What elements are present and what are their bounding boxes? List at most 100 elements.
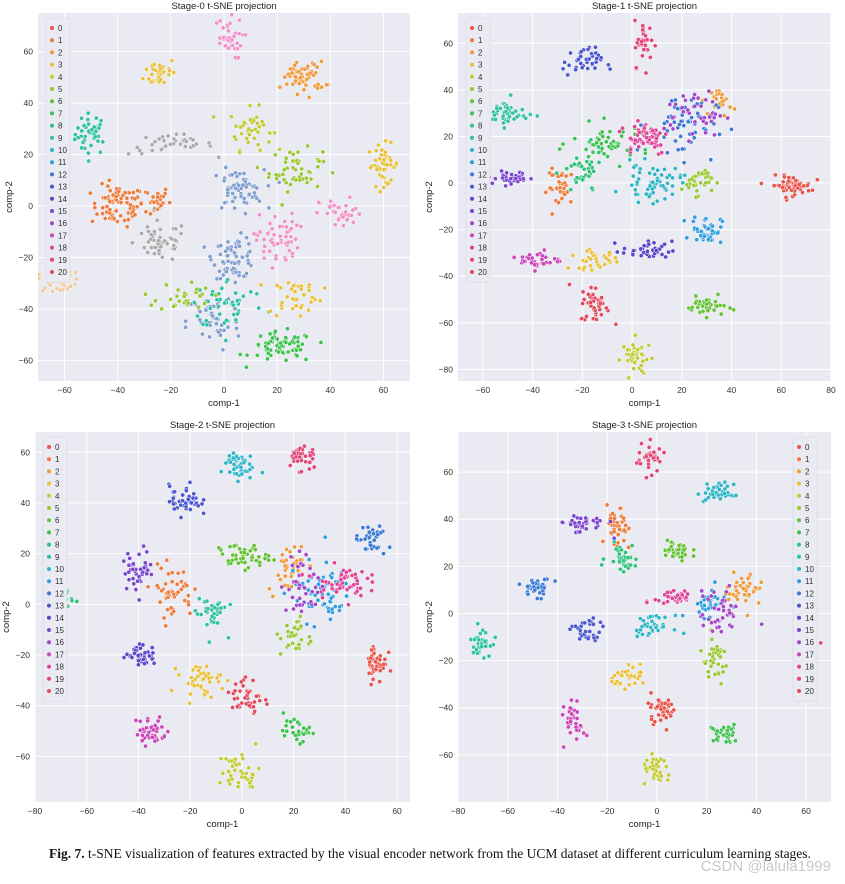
point-class-8 — [141, 245, 147, 250]
point-class-0 — [75, 135, 81, 141]
point-class-18 — [338, 577, 344, 582]
point-class-15 — [136, 597, 142, 603]
point-class-5 — [290, 165, 296, 171]
point-class-3 — [149, 72, 155, 77]
point-class-16 — [288, 554, 294, 560]
point-class-19 — [639, 39, 644, 44]
point-class-11 — [233, 186, 239, 191]
point-class-8 — [74, 599, 80, 604]
point-class-4 — [254, 121, 260, 126]
legend-box — [42, 436, 68, 702]
point-class-13 — [190, 495, 196, 501]
legend-label: 8 — [58, 122, 63, 131]
point-class-18 — [354, 578, 360, 584]
plot-background — [458, 13, 831, 381]
point-class-9 — [482, 639, 488, 644]
y-tick-label: −20 — [439, 225, 454, 235]
legend-marker — [797, 554, 801, 559]
point-class-2 — [298, 557, 303, 563]
point-class-12 — [214, 316, 220, 321]
point-class-5 — [714, 180, 720, 186]
point-class-15 — [284, 294, 290, 300]
point-class-1 — [604, 502, 610, 508]
legend-label: 3 — [55, 480, 60, 489]
point-class-14 — [196, 304, 201, 310]
point-class-18 — [644, 130, 650, 136]
point-class-1 — [175, 570, 181, 576]
legend-marker — [797, 628, 801, 632]
point-class-20 — [586, 291, 591, 297]
point-class-18 — [633, 137, 638, 143]
point-class-14 — [670, 248, 676, 254]
point-class-15 — [148, 562, 153, 567]
point-class-17 — [568, 719, 574, 724]
point-class-11 — [213, 173, 219, 178]
legend-label: 3 — [805, 480, 810, 489]
point-class-15 — [578, 516, 584, 521]
legend-label: 7 — [805, 528, 810, 537]
point-class-9 — [480, 627, 486, 633]
point-class-0 — [92, 134, 98, 140]
legend-label: 15 — [55, 626, 64, 635]
y-tick-label: 40 — [444, 85, 454, 95]
legend-marker — [797, 664, 801, 669]
point-class-9 — [492, 635, 498, 640]
point-class-3 — [615, 670, 621, 676]
point-class-7 — [167, 141, 173, 147]
legend-marker — [797, 676, 801, 681]
point-class-4 — [640, 358, 646, 364]
point-class-7 — [714, 736, 720, 742]
point-class-6 — [721, 303, 727, 309]
point-class-18 — [314, 210, 320, 216]
point-class-16 — [302, 585, 307, 591]
legend-label: 13 — [55, 602, 64, 611]
x-tick-label: −20 — [164, 385, 179, 395]
point-class-6 — [271, 557, 277, 563]
point-class-19 — [643, 70, 649, 76]
point-class-5 — [709, 637, 715, 642]
point-class-12 — [675, 147, 681, 153]
point-class-4 — [247, 780, 253, 786]
point-class-19 — [303, 459, 309, 465]
point-class-16 — [723, 589, 729, 595]
point-class-17 — [261, 249, 267, 254]
point-class-4 — [232, 134, 237, 140]
legend-label: 12 — [58, 170, 67, 179]
point-class-18 — [344, 569, 349, 575]
point-class-3 — [589, 250, 595, 256]
point-class-17 — [145, 732, 150, 738]
point-class-13 — [219, 286, 225, 291]
point-class-1 — [610, 511, 615, 516]
point-class-19 — [305, 64, 311, 69]
point-class-16 — [716, 606, 722, 612]
point-class-16 — [710, 99, 715, 105]
point-class-18 — [635, 118, 641, 124]
point-class-11 — [316, 582, 321, 587]
point-class-1 — [124, 195, 130, 201]
point-class-4 — [238, 768, 244, 774]
legend-marker — [50, 270, 54, 274]
point-class-16 — [303, 552, 309, 558]
point-class-10 — [634, 628, 639, 633]
point-class-19 — [307, 453, 313, 458]
point-class-15 — [130, 576, 136, 581]
point-class-12 — [713, 102, 719, 108]
point-class-18 — [333, 209, 338, 215]
point-class-19 — [314, 64, 320, 70]
point-class-0 — [759, 181, 764, 186]
point-class-17 — [269, 226, 275, 232]
point-class-10 — [670, 175, 675, 181]
x-tick-label: 80 — [826, 385, 836, 395]
point-class-6 — [242, 568, 248, 573]
point-class-0 — [79, 115, 84, 121]
point-class-11 — [315, 597, 321, 603]
point-class-12 — [362, 536, 368, 542]
point-class-10 — [673, 613, 678, 618]
point-class-20 — [584, 314, 589, 319]
legend-marker — [50, 172, 54, 177]
legend-label: 11 — [55, 577, 64, 586]
point-class-4 — [220, 771, 226, 776]
point-class-16 — [307, 566, 313, 571]
point-class-8 — [148, 232, 154, 238]
y-tick-label: 0 — [448, 178, 453, 188]
